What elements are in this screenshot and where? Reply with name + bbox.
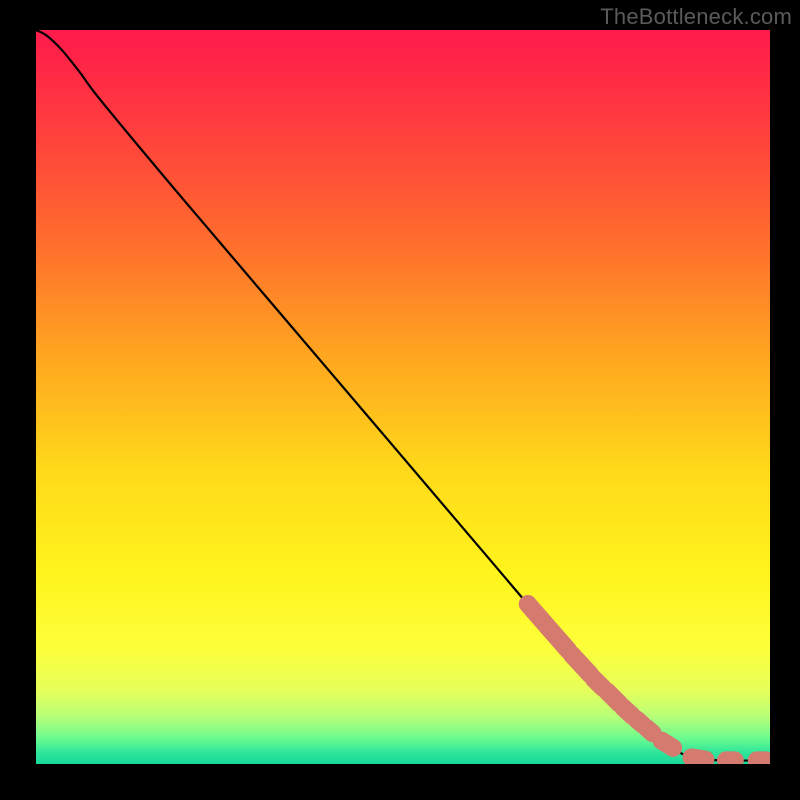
plot-area <box>36 30 770 764</box>
chart-container: TheBottleneck.com <box>0 0 800 800</box>
watermark-text: TheBottleneck.com <box>600 4 792 30</box>
gradient-background <box>36 30 770 764</box>
